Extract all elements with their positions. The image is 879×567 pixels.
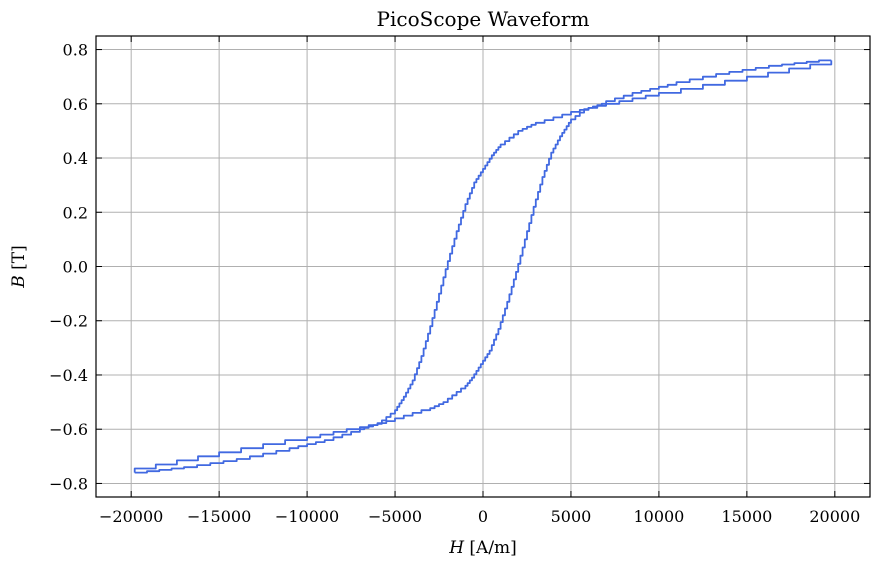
x-tick-label: −20000 [99,507,163,526]
x-axis-label-symbol: H [448,538,465,558]
y-tick-label: 0.2 [63,203,88,222]
y-tick-label: −0.2 [49,312,88,331]
x-tick-label: −15000 [187,507,251,526]
y-tick-label: 0.0 [63,258,88,277]
grid [96,36,870,497]
series-layer [133,59,833,474]
x-axis-label: H [A/m] [448,538,517,558]
series-line-ascending [134,60,833,474]
x-tick-label: 20000 [809,507,860,526]
y-tick-label: −0.8 [49,474,88,493]
y-axis-label-unit: [T] [9,245,29,275]
x-tick-label: 15000 [721,507,772,526]
x-tick-label: −10000 [275,507,339,526]
y-tick-label: 0.6 [63,95,88,114]
y-axis-label-symbol: B [9,275,29,289]
y-tick-label: 0.4 [63,149,88,168]
y-tick-label: 0.8 [63,41,88,60]
x-tick-label: 10000 [633,507,684,526]
x-tick-label: 0 [478,507,488,526]
ticks: −20000 −15000 −10000 −5000 0 5000 10000 15000 20… [49,36,870,526]
y-tick-label: −0.4 [49,366,88,385]
y-tick-label: −0.6 [49,420,88,439]
x-axis-label-unit: [A/m] [464,538,517,558]
chart-title: PicoScope Waveform [377,7,590,31]
y-axis-label: B [T] [9,245,29,289]
series-line-descending [133,59,832,473]
x-tick-label: −5000 [368,507,422,526]
x-tick-label: 5000 [551,507,592,526]
